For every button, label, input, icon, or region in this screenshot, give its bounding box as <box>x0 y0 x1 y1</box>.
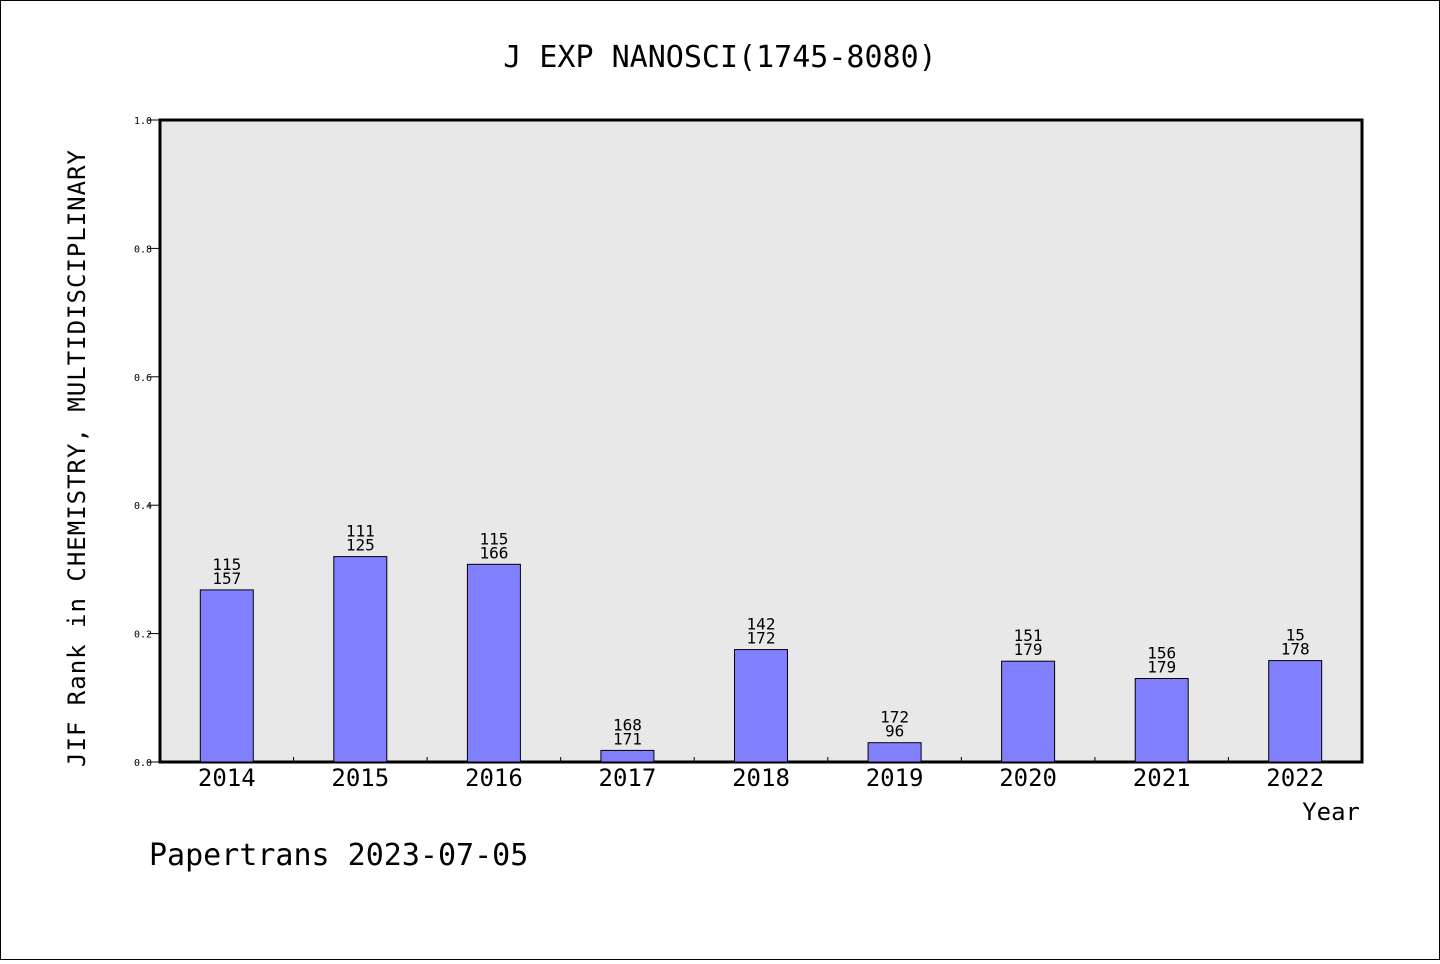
data-label-top-2020: 151 <box>1014 626 1043 645</box>
bar-2019 <box>867 742 922 763</box>
data-label-top-2022: 15 <box>1286 626 1305 645</box>
data-label-bottom-2015: 125 <box>346 536 375 555</box>
data-label-bottom-2022: 178 <box>1281 640 1310 659</box>
data-label-bottom-2019: 96 <box>885 722 904 741</box>
x-axis-ticks: 2014 2015 2016 2017 2018 2019 2020 2021 2022 <box>198 757 1324 792</box>
data-label-bottom-2018: 172 <box>747 629 776 648</box>
data-label-bottom-2020: 179 <box>1014 640 1043 659</box>
bar-2017 <box>600 749 655 763</box>
x-tick-label-2014: 2014 <box>198 764 256 792</box>
data-label-top-2021: 156 <box>1147 644 1176 663</box>
y-axis-ticks: 0.0 0.2 0.4 0.6 0.8 1.0 <box>134 116 160 769</box>
x-tick-label-2016: 2016 <box>465 764 523 792</box>
bar-2022 <box>1268 660 1323 763</box>
y-tick-label: 0.6 <box>134 373 152 384</box>
bar-2015 <box>333 556 388 763</box>
data-label-top-2016: 115 <box>479 529 508 548</box>
data-label-top-2019: 172 <box>880 708 909 727</box>
bar-2018 <box>734 649 788 763</box>
x-tick-label-2017: 2017 <box>599 764 657 792</box>
y-tick-label: 0.2 <box>134 630 152 641</box>
y-tick-label: 0.8 <box>134 244 152 255</box>
y-tick-label: 0.0 <box>134 758 152 769</box>
bar-2016 <box>466 563 521 763</box>
footer-credit: Papertrans 2023-07-05 <box>149 838 528 873</box>
x-tick-label-2020: 2020 <box>999 764 1057 792</box>
data-label-top-2014: 115 <box>212 555 241 574</box>
data-labels: 1571151251111661151711681721429617217915… <box>212 522 1309 749</box>
x-tick-label-2018: 2018 <box>732 764 790 792</box>
data-label-bottom-2016: 166 <box>479 543 508 562</box>
data-label-bottom-2014: 157 <box>212 569 241 588</box>
data-label-top-2018: 142 <box>747 615 776 634</box>
bar-2020 <box>1001 660 1056 763</box>
bar-2014 <box>199 589 254 763</box>
x-tick-label-2015: 2015 <box>331 764 389 792</box>
data-label-top-2015: 111 <box>346 522 375 541</box>
y-axis-label: JIF Rank in CHEMISTRY, MULTIDISCIPLINARY <box>63 149 91 767</box>
data-label-top-2017: 168 <box>613 715 642 734</box>
y-tick-label: 0.4 <box>134 501 152 512</box>
bar-2021 <box>1134 678 1189 763</box>
x-tick-label-2022: 2022 <box>1266 764 1324 792</box>
chart-title: J EXP NANOSCI(1745-8080) <box>503 40 936 75</box>
x-axis-label: Year <box>1302 798 1360 826</box>
x-tick-label-2019: 2019 <box>866 764 924 792</box>
data-label-bottom-2021: 179 <box>1147 658 1176 677</box>
bars-group <box>199 556 1323 763</box>
y-tick-label: 1.0 <box>134 116 152 127</box>
data-label-bottom-2017: 171 <box>613 729 642 748</box>
x-tick-label-2021: 2021 <box>1133 764 1191 792</box>
